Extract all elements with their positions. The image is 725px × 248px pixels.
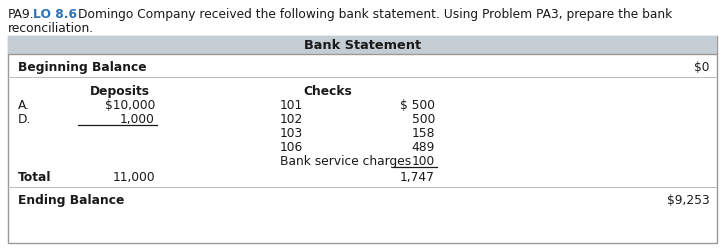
Text: 158: 158 (412, 127, 435, 140)
Text: reconciliation.: reconciliation. (8, 22, 94, 35)
Text: 106: 106 (280, 141, 303, 154)
Text: Deposits: Deposits (90, 85, 150, 98)
Text: $0: $0 (695, 61, 710, 74)
Text: 102: 102 (280, 113, 303, 126)
Text: Total: Total (18, 171, 51, 184)
Text: Beginning Balance: Beginning Balance (18, 61, 146, 74)
Text: A.: A. (18, 99, 30, 112)
Text: 103: 103 (280, 127, 303, 140)
Text: 1,747: 1,747 (400, 171, 435, 184)
Text: 1,000: 1,000 (120, 113, 155, 126)
Bar (8, 36, 717, 54)
Text: Domingo Company received the following bank statement. Using Problem PA3, prepar: Domingo Company received the following b… (78, 8, 672, 21)
Text: Bank service charges: Bank service charges (280, 155, 411, 168)
Text: D.: D. (18, 113, 31, 126)
Text: 100: 100 (412, 155, 435, 168)
Text: PA9.: PA9. (8, 8, 35, 21)
Bar (8, 36, 717, 243)
Text: 500: 500 (412, 113, 435, 126)
Text: $10,000: $10,000 (104, 99, 155, 112)
Text: Checks: Checks (304, 85, 352, 98)
Text: $9,253: $9,253 (667, 194, 710, 207)
Text: 489: 489 (412, 141, 435, 154)
Text: 11,000: 11,000 (112, 171, 155, 184)
Text: LO 8.6: LO 8.6 (33, 8, 77, 21)
Text: Bank Statement: Bank Statement (304, 39, 421, 52)
Text: 101: 101 (280, 99, 303, 112)
Text: $ 500: $ 500 (400, 99, 435, 112)
Text: Ending Balance: Ending Balance (18, 194, 125, 207)
